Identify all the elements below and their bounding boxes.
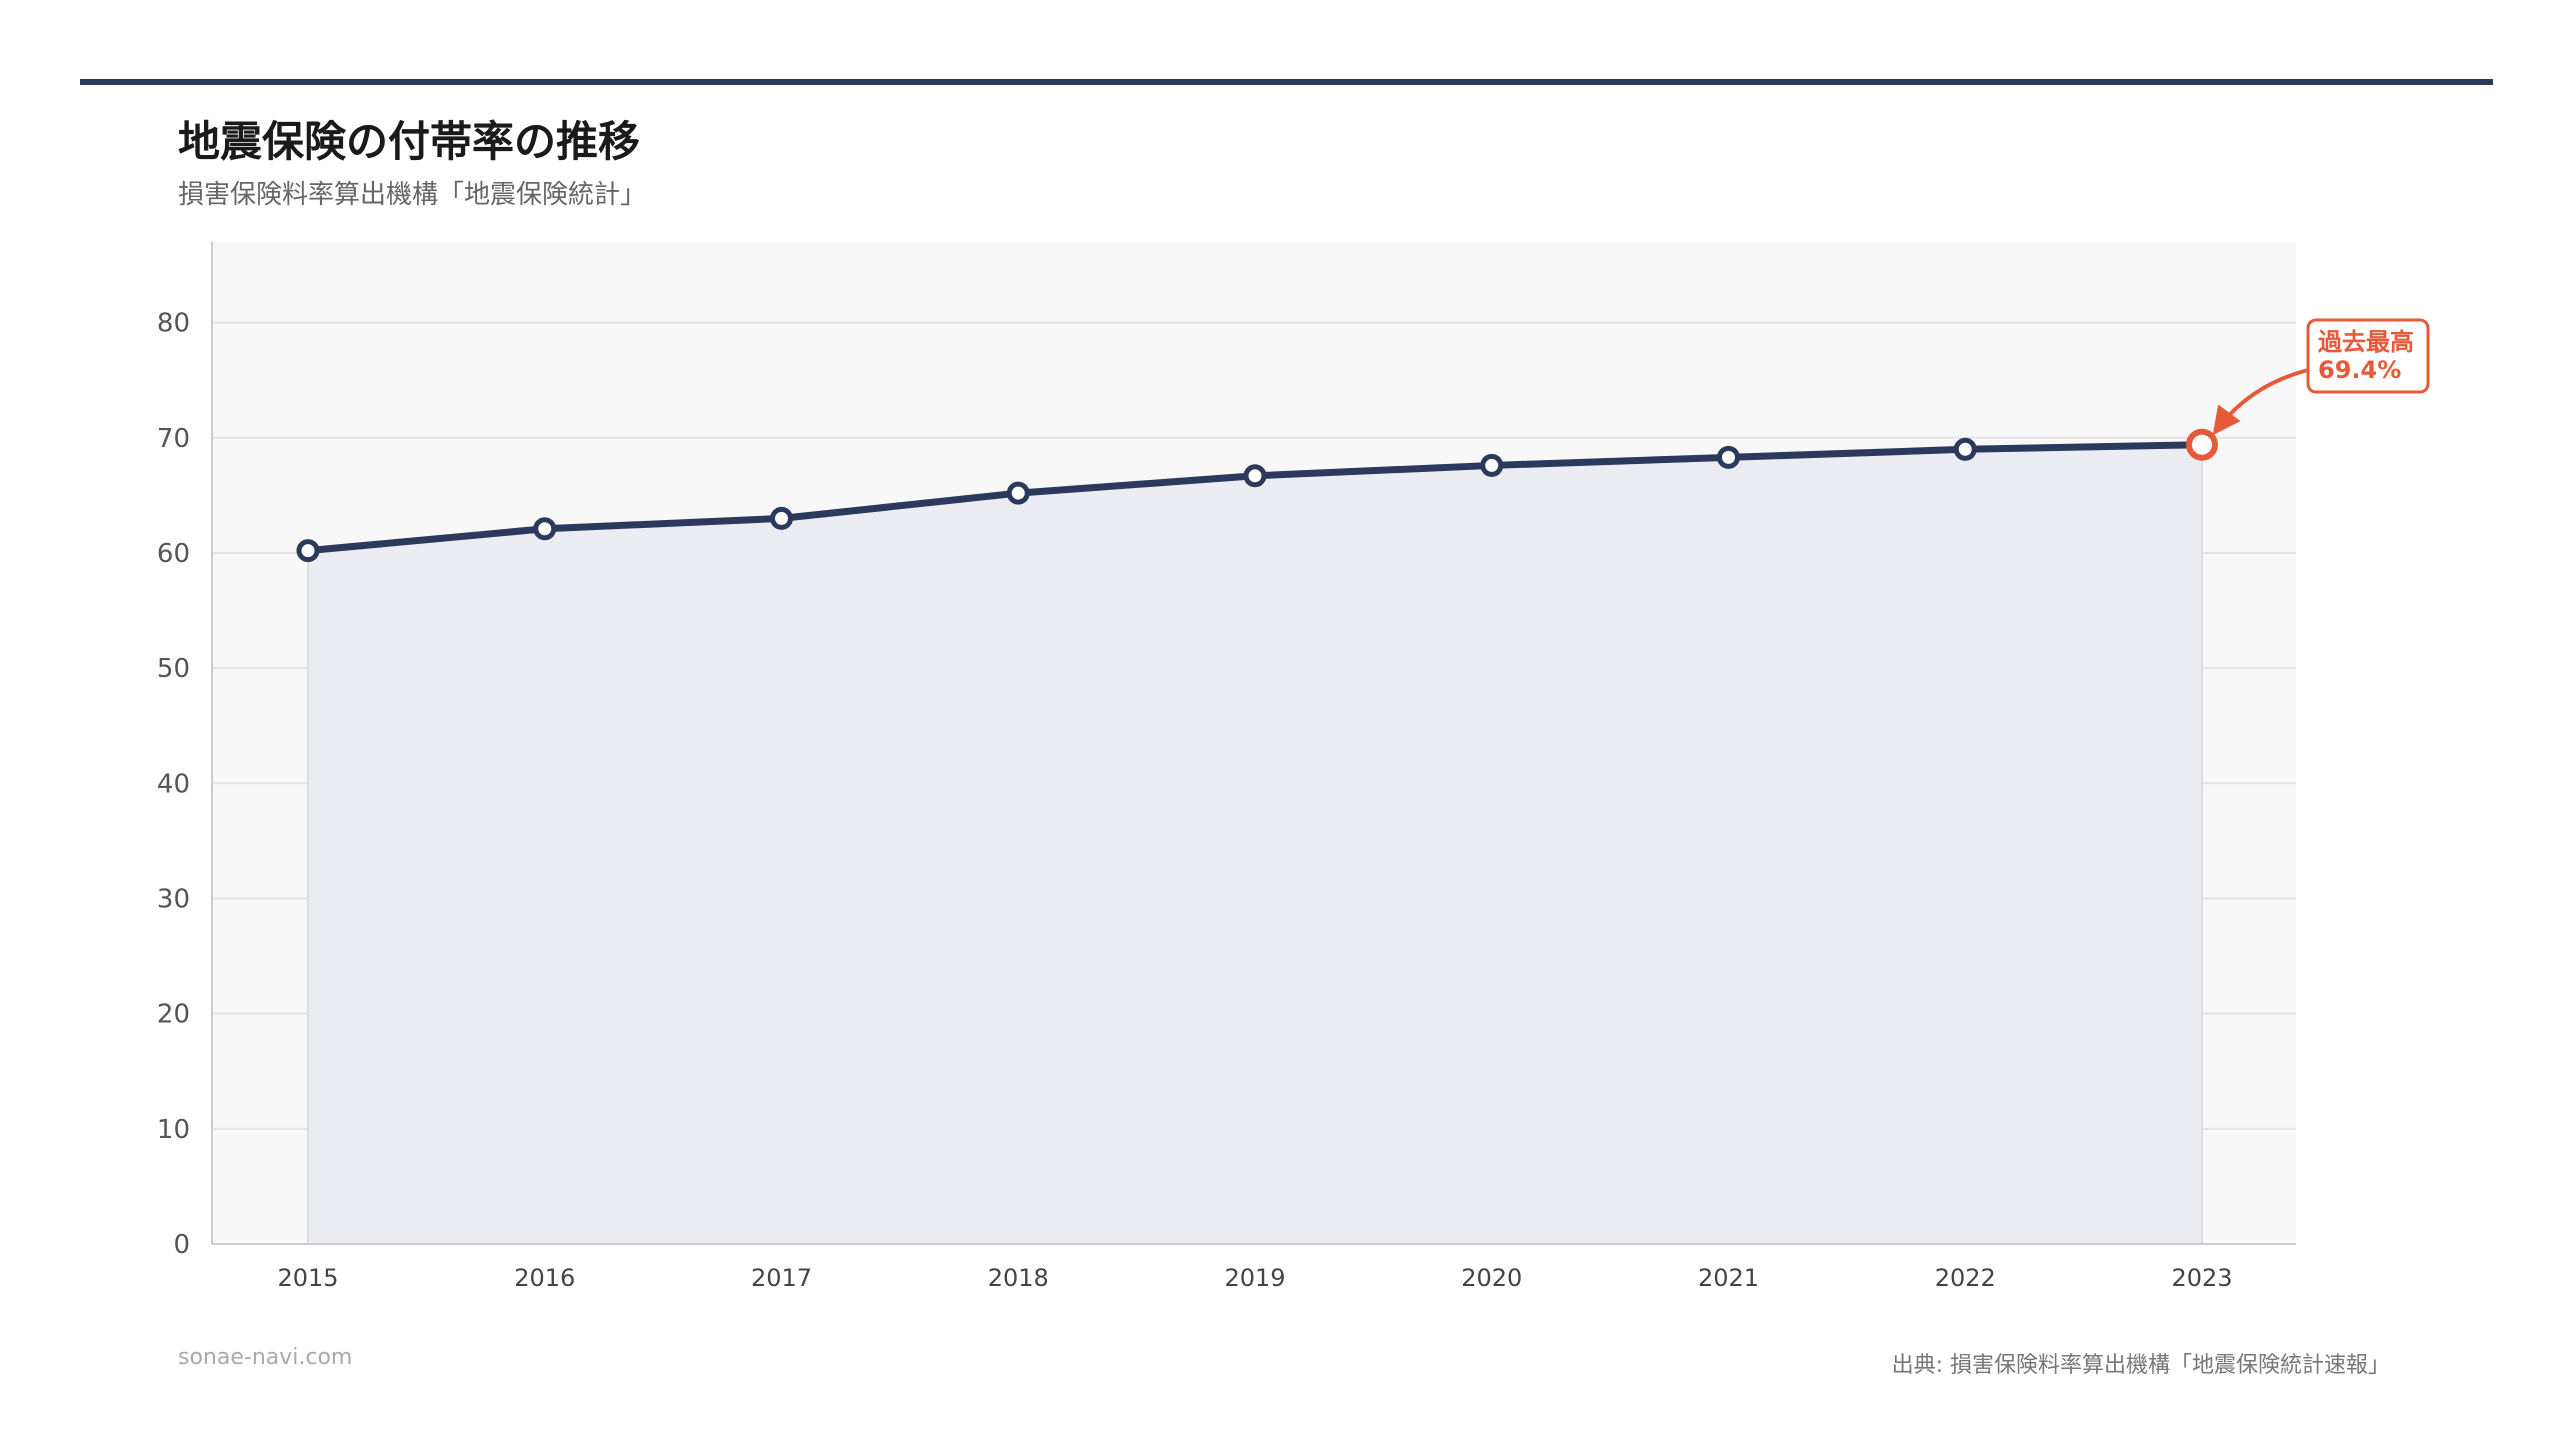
footer-source: 出典: 損害保険料率算出機構「地震保険統計速報」 [1891, 1353, 2390, 1378]
x-tick-label: 2018 [988, 1264, 1049, 1292]
x-tick-label: 2023 [2171, 1264, 2232, 1292]
data-point [1953, 437, 1977, 461]
top-rule [80, 79, 2493, 85]
y-tick-label: 70 [157, 424, 190, 454]
y-tick-label: 20 [157, 1000, 190, 1030]
chart-title: 地震保険の付帯率の推移 [178, 117, 641, 166]
x-tick-label: 2017 [751, 1264, 812, 1292]
x-tick-label: 2019 [1224, 1264, 1285, 1292]
annotation-label: 過去最高 [2318, 328, 2414, 356]
annotation-box [2306, 318, 2430, 394]
y-tick-label: 0 [173, 1230, 190, 1260]
y-tick-label: 10 [157, 1115, 190, 1145]
annotation-value: 69.4% [2318, 356, 2401, 384]
data-points [296, 428, 2218, 563]
peak-annotation: 過去最高 69.4% [2212, 318, 2430, 436]
x-tick-label: 2022 [1935, 1264, 1996, 1292]
data-point [533, 517, 557, 541]
y-tick-label: 30 [157, 884, 190, 914]
axes [211, 242, 2296, 1245]
data-point [1006, 481, 1030, 505]
annotation-arrow [2212, 368, 2309, 436]
data-point [1717, 445, 1740, 469]
x-tick-label: 2020 [1461, 1264, 1522, 1292]
chart-subtitle: 損害保険料率算出機構「地震保険統計」 [178, 180, 647, 210]
y-tick-labels: 0 10 20 30 40 50 60 70 80 [157, 309, 190, 1260]
data-point [770, 506, 793, 530]
footer-site: sonae-navi.com [178, 1345, 353, 1370]
area-fill [307, 444, 2203, 1244]
x-tick-label: 2016 [514, 1264, 575, 1292]
data-point [1243, 464, 1267, 488]
data-point-highlight [2186, 428, 2218, 461]
y-tick-label: 50 [157, 654, 190, 684]
area-shape [308, 444, 2202, 1244]
y-tick-label: 60 [157, 539, 190, 569]
x-tick-label: 2015 [277, 1264, 338, 1292]
data-point [296, 539, 320, 563]
x-tick-labels: 2015 2016 2017 2018 2019 2020 2021 2022 2023 [277, 1264, 2232, 1292]
y-tick-label: 40 [157, 769, 190, 799]
y-tick-label: 80 [157, 309, 190, 339]
data-point [1480, 453, 1504, 477]
x-tick-label: 2021 [1698, 1264, 1759, 1292]
